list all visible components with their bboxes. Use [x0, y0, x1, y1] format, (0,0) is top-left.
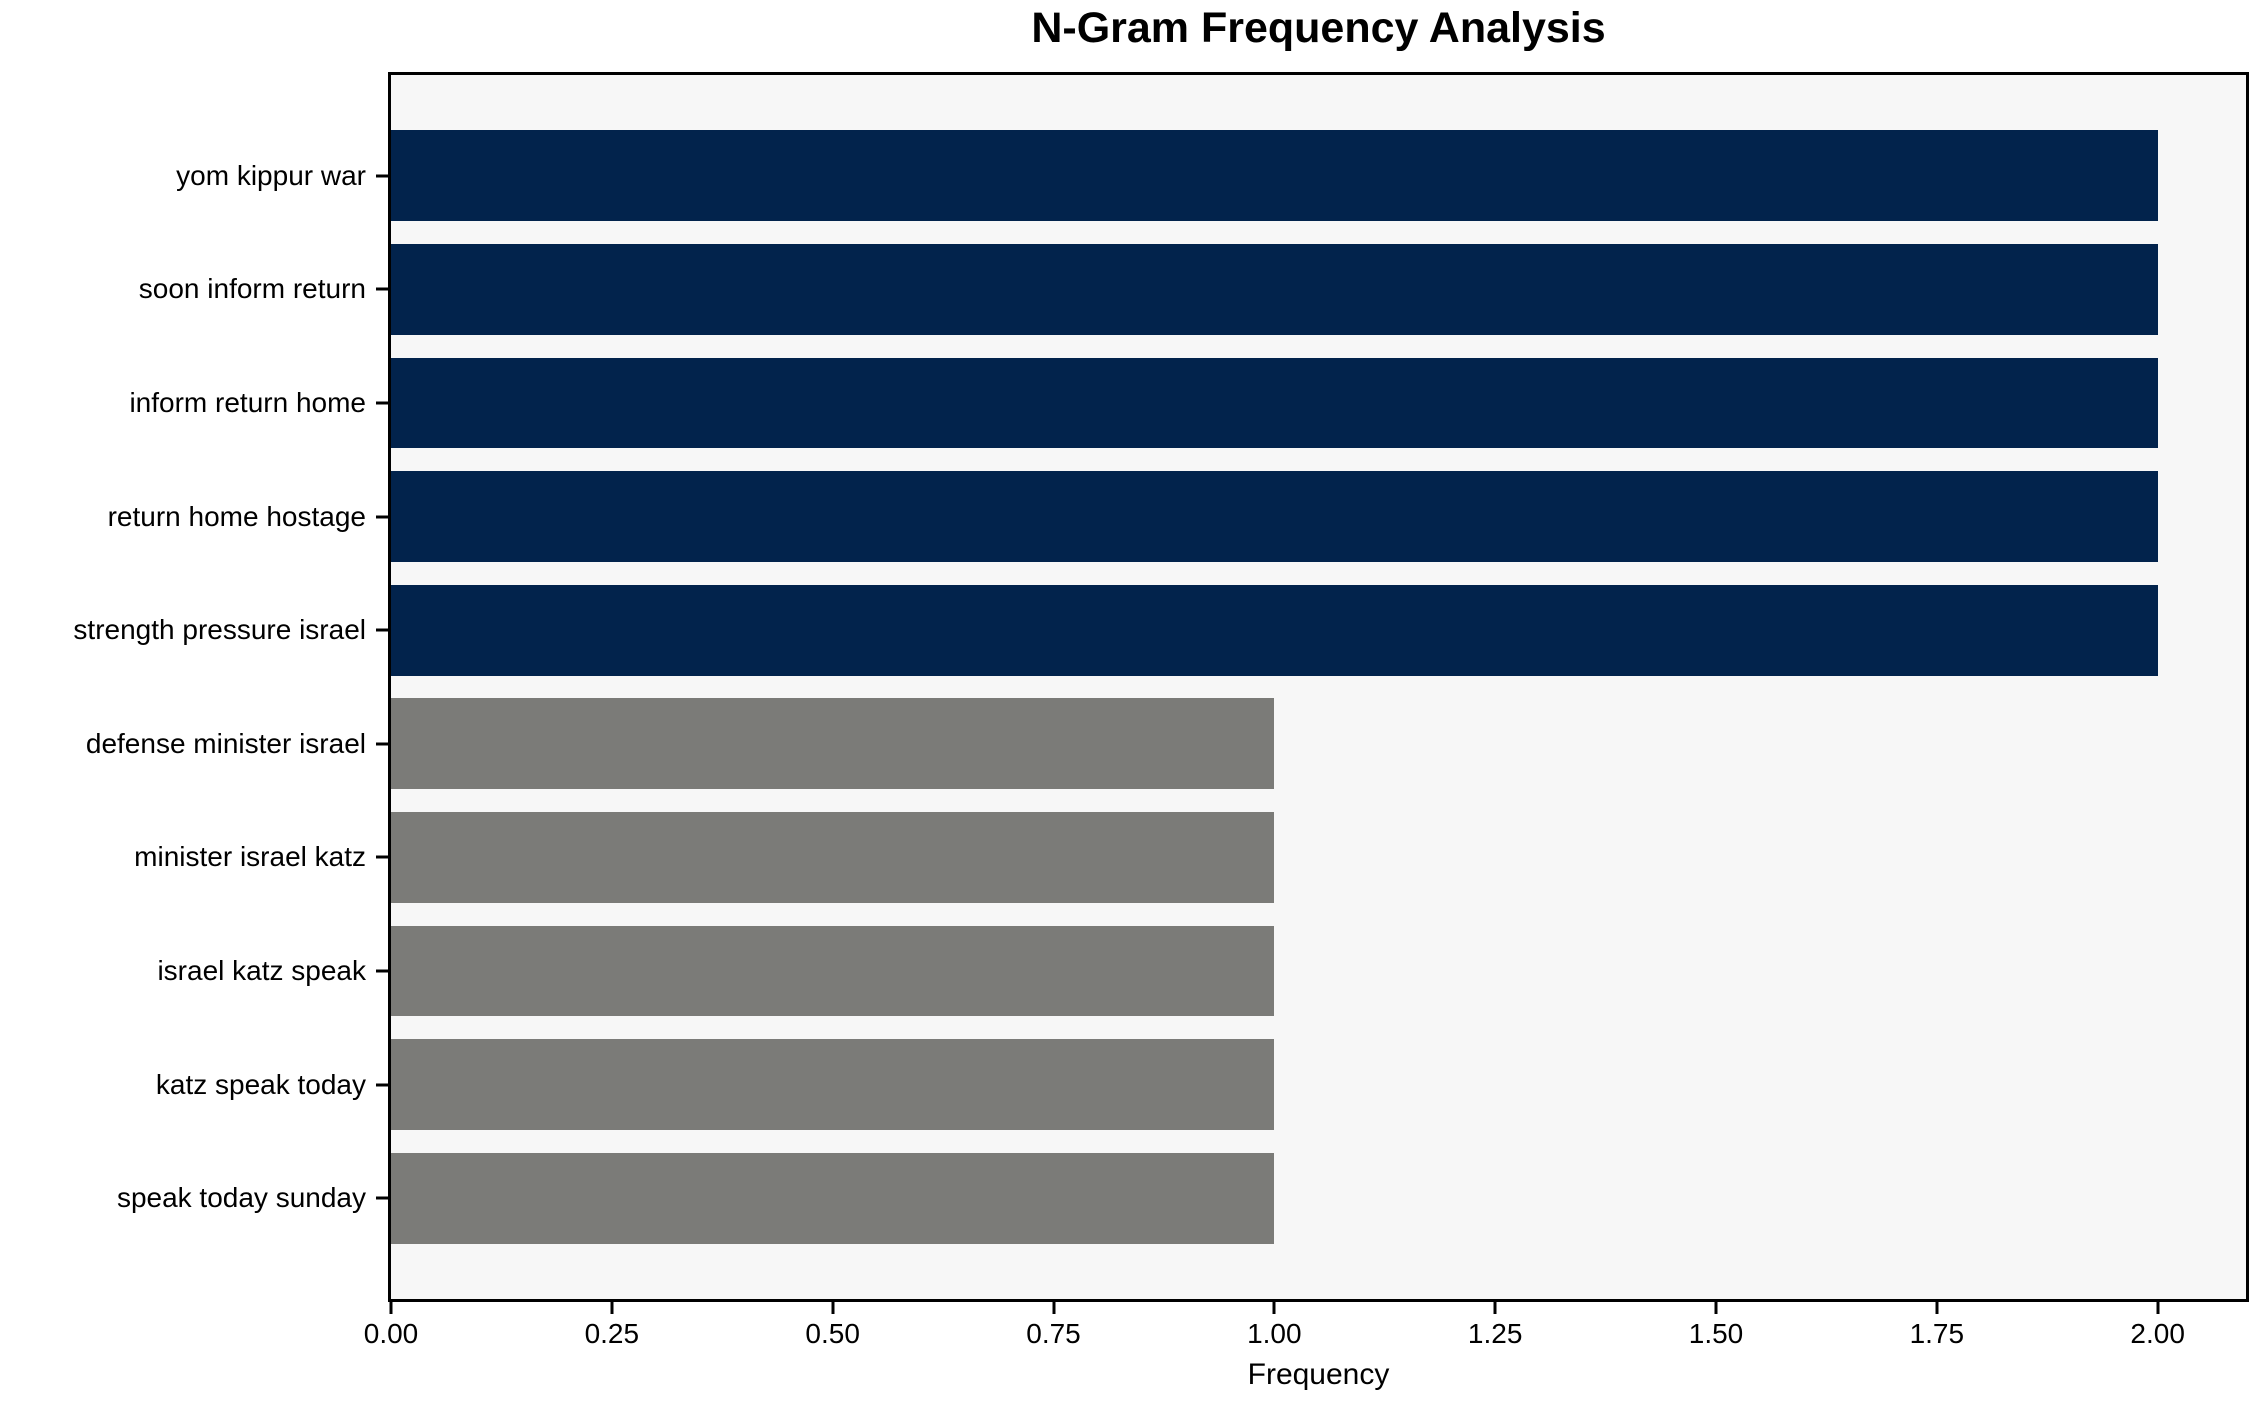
chart-title: N-Gram Frequency Analysis — [1031, 4, 1606, 52]
y-tick-mark — [376, 174, 388, 178]
x-tick-mark — [1935, 1302, 1939, 1314]
y-tick-label: soon inform return — [138, 273, 366, 305]
x-tick-label: 1.25 — [1467, 1318, 1523, 1349]
bar-strength-pressure-israel — [391, 584, 2158, 676]
bar-yom-kippur-war — [391, 130, 2158, 222]
x-tick-label: 1.75 — [1909, 1318, 1965, 1349]
y-tick-label: strength pressure israel — [73, 614, 366, 646]
y-tick-label: speak today sunday — [116, 1182, 366, 1214]
y-tick-label: defense minister israel — [85, 727, 366, 759]
x-tick-label: 0.50 — [805, 1318, 860, 1349]
x-tick-label: 1.50 — [1688, 1318, 1744, 1349]
bar-israel-katz-speak — [391, 925, 1275, 1017]
x-tick-mark — [389, 1302, 393, 1314]
y-tick-label: israel katz speak — [157, 955, 366, 986]
x-tick-mark — [1493, 1302, 1497, 1314]
y-tick-label: yom kippur war — [176, 159, 366, 191]
bars-layer — [391, 75, 2246, 1299]
y-tick-mark — [376, 515, 388, 519]
x-axis-label: Frequency — [1247, 1358, 1390, 1391]
bar-speak-today-sunday — [391, 1152, 1275, 1244]
bar-soon-inform-return — [391, 243, 2158, 335]
x-tick-mark — [1714, 1302, 1718, 1314]
y-tick-mark — [376, 401, 388, 405]
y-tick-label: inform return home — [129, 387, 366, 418]
x-tick-mark — [1052, 1302, 1055, 1314]
bar-return-home-hostage — [391, 471, 2158, 563]
x-tick-label: 0.00 — [363, 1318, 419, 1349]
x-tick-label: 0.75 — [1026, 1318, 1081, 1349]
y-tick-mark — [376, 969, 388, 973]
x-tick-label: 1.00 — [1247, 1318, 1302, 1349]
x-tick-label: 0.25 — [584, 1318, 640, 1349]
y-tick-label: katz speak today — [155, 1068, 366, 1100]
y-tick-mark — [376, 287, 388, 291]
bar-katz-speak-today — [391, 1039, 1275, 1131]
bar-minister-israel-katz — [391, 811, 1275, 903]
x-tick-mark — [610, 1302, 614, 1314]
x-tick-mark — [831, 1302, 835, 1314]
y-tick-mark — [376, 855, 388, 859]
y-tick-label: return home hostage — [107, 500, 366, 532]
y-tick-mark — [376, 628, 388, 632]
bar-inform-return-home — [391, 357, 2158, 449]
y-tick-mark — [376, 742, 388, 746]
bar-defense-minister-israel — [391, 698, 1275, 790]
y-tick-label: minister israel katz — [134, 841, 366, 873]
y-tick-mark — [376, 1196, 388, 1200]
x-tick-mark — [2156, 1302, 2160, 1314]
y-tick-mark — [376, 1083, 388, 1087]
x-tick-label: 2.00 — [2130, 1318, 2185, 1349]
plot-area — [388, 72, 2249, 1302]
x-tick-mark — [1272, 1302, 1276, 1314]
